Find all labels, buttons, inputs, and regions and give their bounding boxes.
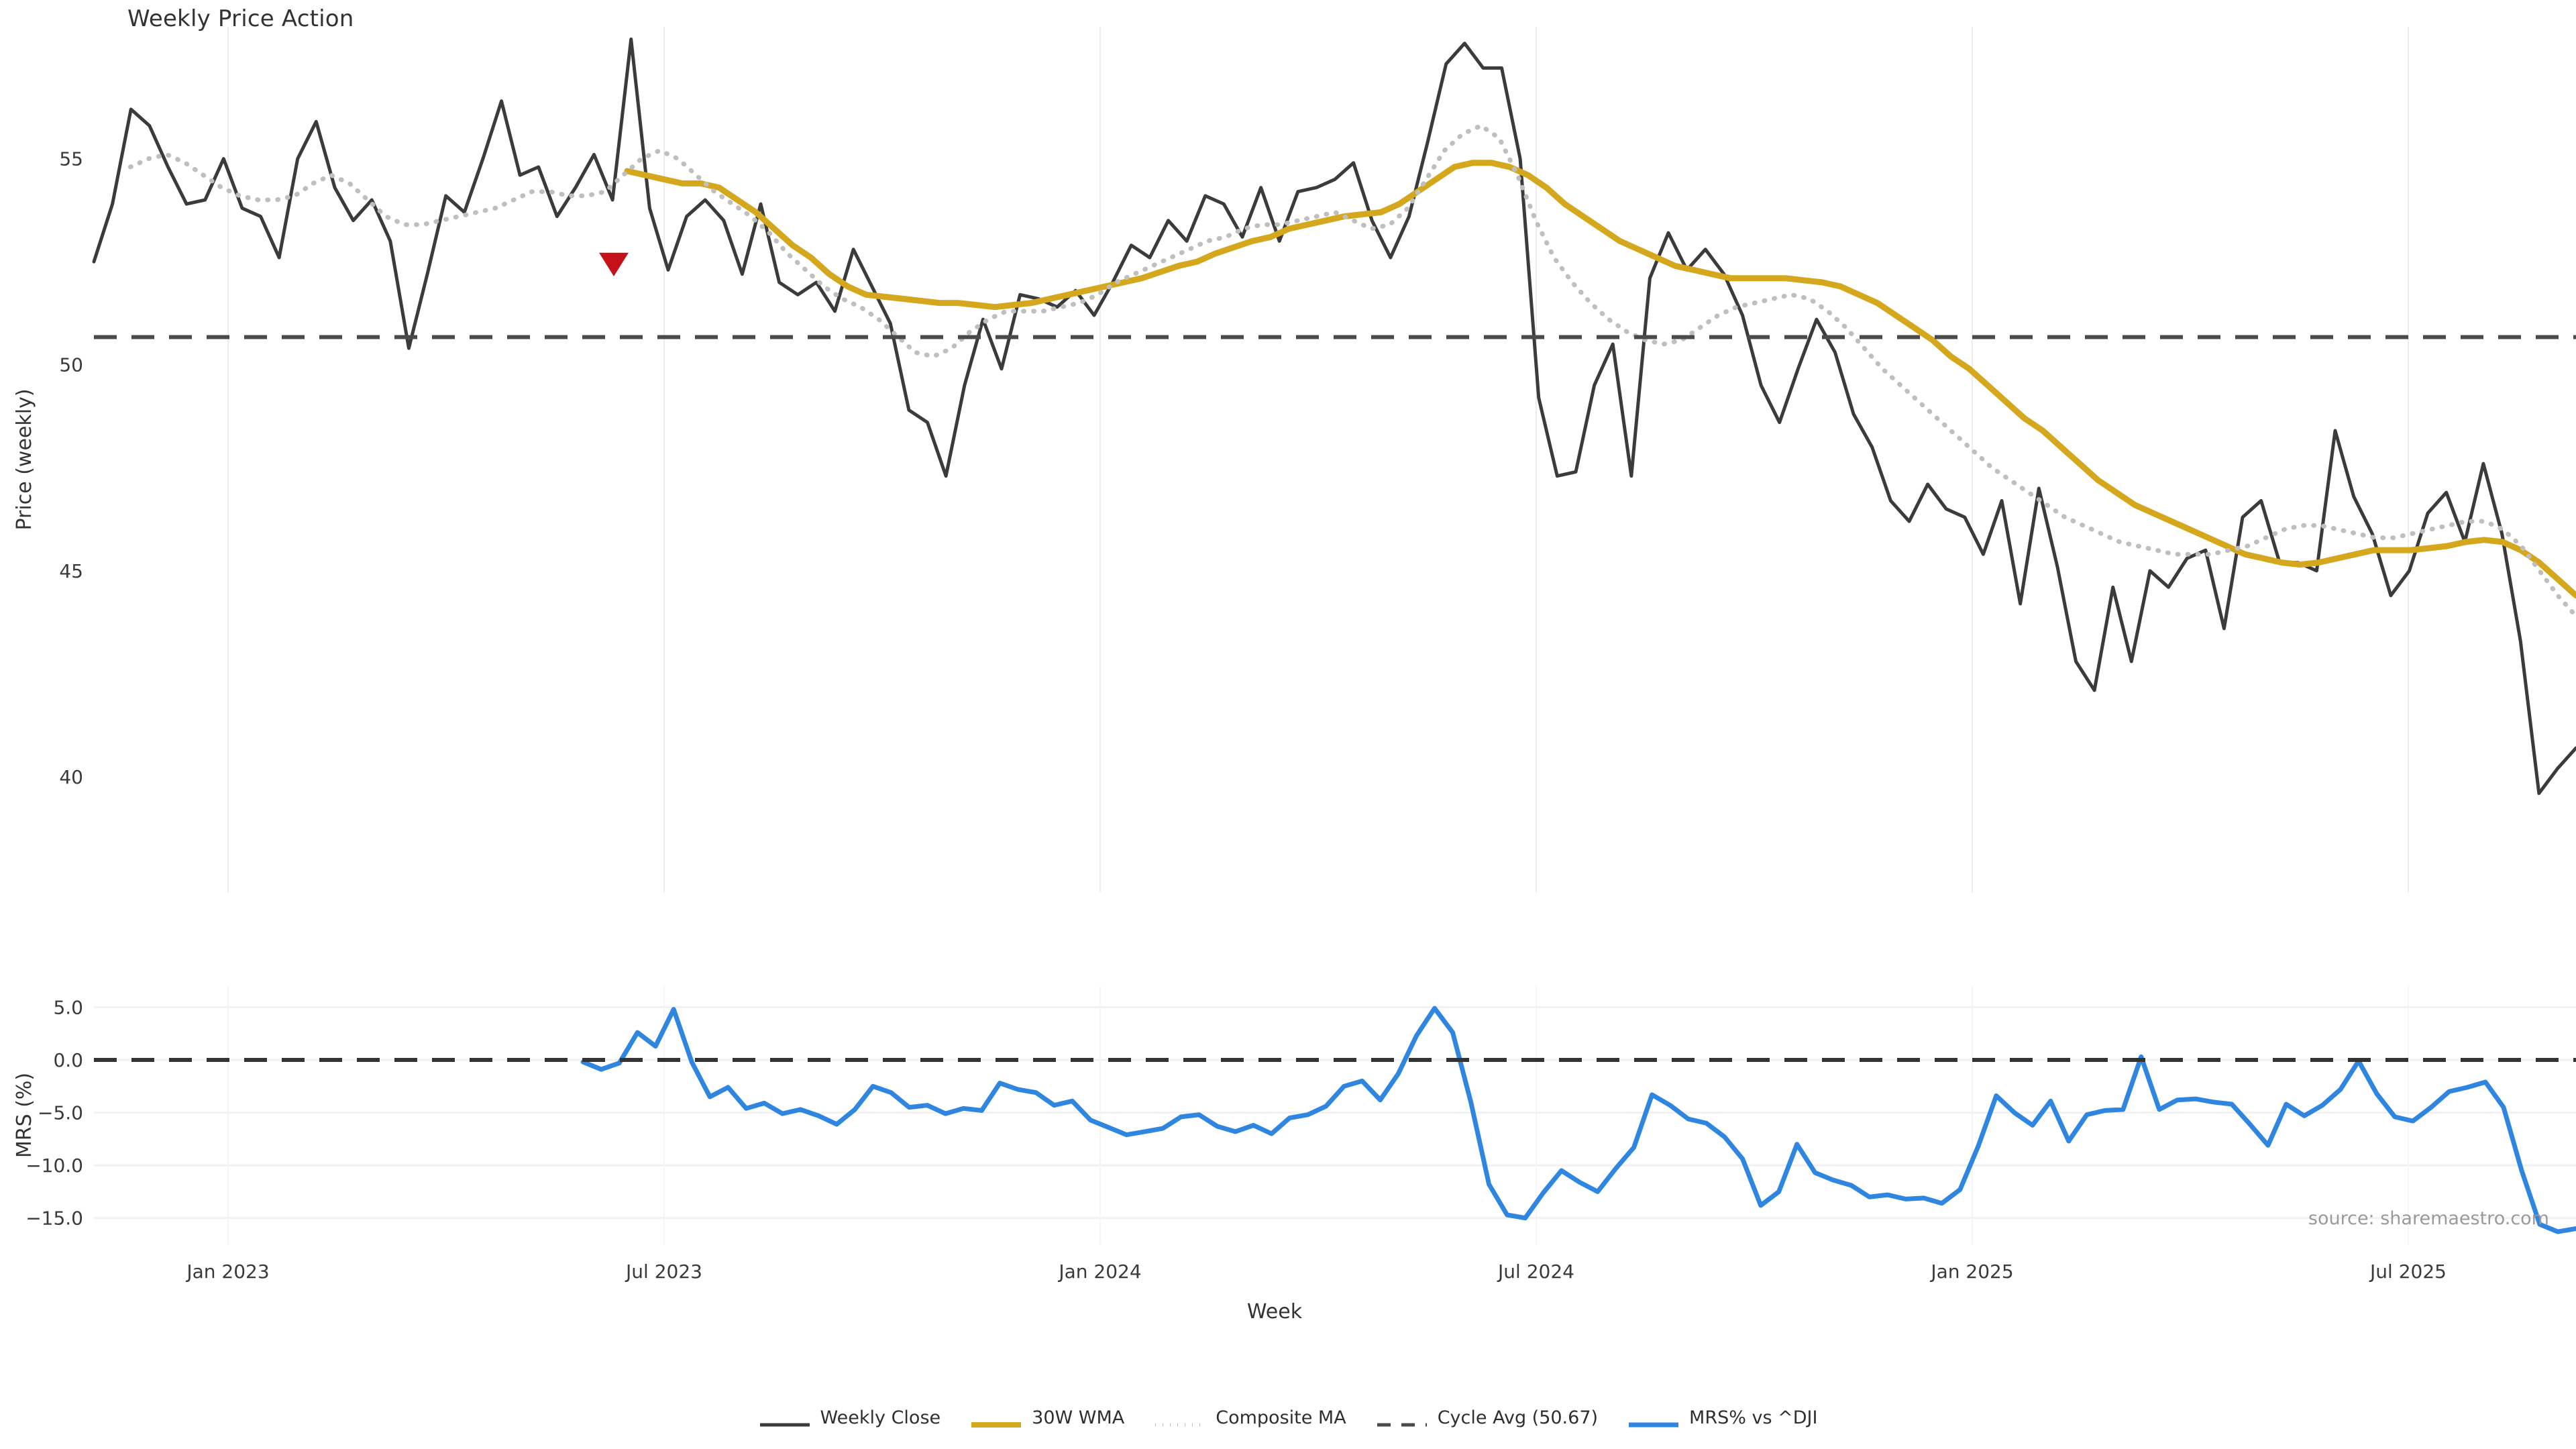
legend-label: Cycle Avg (50.67) (1437, 1407, 1599, 1428)
y-axis-title: Price (weekly) (13, 388, 36, 530)
y-axis-tick-label: 45 (59, 560, 83, 582)
legend-label: Weekly Close (820, 1407, 941, 1428)
source-watermark: source: sharemaestro.com (2308, 1208, 2549, 1229)
series-line-composite-ma (127, 123, 2576, 619)
panel-mrs-panel: 5.0 0.0 −5.0 −10.0 −15.0 MRS (%) Jan 2023 Jul 2… (13, 986, 2576, 1324)
x-axis-tick-label: Jul 2024 (1497, 1260, 1574, 1283)
x-axis-title: Week (1247, 1300, 1303, 1324)
x-axis-tick-label: Jan 2024 (1057, 1260, 1141, 1283)
legend-item-30w-wma[interactable]: 30W WMA (970, 1407, 1124, 1428)
legend-item-weekly-close[interactable]: Weekly Close (759, 1407, 941, 1428)
y-axis-tick-label: 5.0 (53, 996, 83, 1018)
legend-label: MRS% vs ^DJI (1689, 1407, 1818, 1428)
series-line-mrs-vs-dji (580, 1006, 2576, 1234)
x-axis-tick-label: Jul 2025 (2369, 1260, 2447, 1283)
y-axis-tick-label: −15.0 (25, 1208, 83, 1230)
x-axis-tick-label: Jan 2025 (1929, 1260, 2013, 1283)
y-axis-tick-label: −10.0 (25, 1155, 83, 1177)
legend-item-mrs-vs-dji[interactable]: MRS% vs ^DJI (1627, 1407, 1817, 1428)
legend-item-composite-ma[interactable]: Composite MA (1154, 1407, 1346, 1428)
y-axis-title: MRS (%) (13, 1073, 36, 1158)
y-axis-tick-label: 0.0 (53, 1049, 83, 1071)
legend-label: 30W WMA (1032, 1407, 1125, 1428)
page-title: Weekly Price Action (127, 5, 354, 32)
y-axis-tick-label: 55 (59, 148, 83, 170)
y-axis-tick-label: −5.0 (38, 1102, 83, 1124)
y-axis-tick-label: 50 (59, 354, 83, 376)
series-line-30w-wma (624, 160, 2576, 599)
panel-price-panel: 55 50 45 40 Price (weekly) (13, 27, 2576, 892)
legend-label: Composite MA (1216, 1407, 1346, 1428)
sell-signal-marker-icon (599, 252, 629, 276)
x-axis-tick-label: Jul 2023 (625, 1260, 702, 1283)
y-axis-tick-label: 40 (59, 766, 83, 788)
legend-item-cycle-avg-50-67[interactable]: Cycle Avg (50.67) (1376, 1407, 1598, 1428)
x-axis-tick-label: Jan 2023 (185, 1260, 269, 1283)
chart-legend: Weekly Close 30W WMA Composite MA Cycle Avg… (0, 1407, 2576, 1428)
series-line-weekly-close (92, 37, 2576, 796)
